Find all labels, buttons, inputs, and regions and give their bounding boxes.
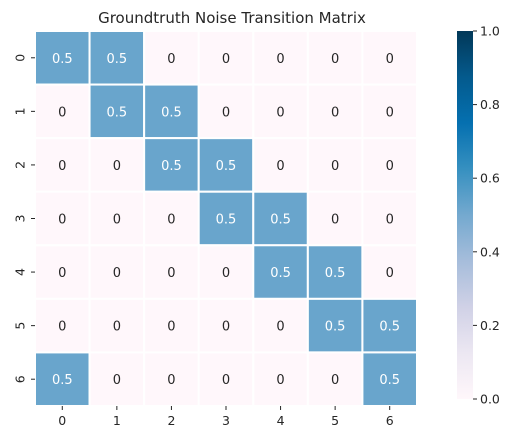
colorbar-gradient [457,31,473,399]
cell-label-r4-c1: 0 [113,266,121,281]
x-tick-label-5: 5 [331,413,339,428]
heatmap-cell-r3-c1 [88,190,146,247]
cell-label-r0-c6: 0 [386,52,394,67]
cell-label-r6-c3: 0 [222,373,230,388]
heatmap-cell-r1-c6 [361,83,418,140]
y-tick-label-1: 1 [13,107,28,115]
heatmap-cell-r6-c2 [143,351,200,407]
heatmap-cell-r3-c5 [306,190,364,247]
x-tick-label-3: 3 [222,413,230,428]
cell-label-r6-c2: 0 [167,373,175,388]
heatmap-cell-r0-c5 [306,30,364,86]
cell-label-r5-c0: 0 [58,320,66,335]
cell-label-r5-c1: 0 [113,320,121,335]
heatmap-cell-r2-c2 [143,137,200,193]
heatmap-cell-r4-c2 [143,244,200,300]
cell-label-r6-c4: 0 [276,373,284,388]
cell-label-r1-c3: 0 [222,105,230,120]
cell-label-r5-c3: 0 [222,320,230,335]
colorbar: 0.0 0.2 0.4 0.6 0.8 1.0 [457,24,500,407]
y-tick-label-2: 2 [13,161,28,169]
heatmap-cell-r1-c2 [143,83,200,140]
cell-label-r4-c5: 0.5 [325,266,346,281]
heatmap-cell-r5-c6 [361,297,418,354]
cell-label-r1-c0: 0 [58,105,66,120]
cell-label-r6-c5: 0 [331,373,339,388]
cell-label-r0-c0: 0.5 [52,52,73,67]
colorbar-tick-label-3: 0.6 [480,171,500,186]
y-tick-label-4: 4 [13,268,28,276]
colorbar-tick-label-4: 0.8 [480,97,500,112]
cell-label-r1-c1: 0.5 [107,105,128,120]
cell-label-r3-c5: 0 [331,212,339,227]
chart-title: Groundtruth Noise Transition Matrix [98,9,366,27]
cell-label-r1-c4: 0 [276,105,284,120]
cell-label-r3-c6: 0 [386,212,394,227]
heatmap-cell-r6-c6 [361,351,418,407]
heatmap-cell-r3-c0 [34,190,91,247]
cell-label-r0-c4: 0 [276,52,284,67]
cell-label-r0-c3: 0 [222,52,230,67]
heatmap-cell-labels: 0.5 0.5 0 0 0 0 0 0 0.5 0.5 0 0 0 0 0 0 0.5 0.5 0 0 0 0 0 0 0.5 0… [52,52,400,388]
x-tick-label-1: 1 [113,413,121,428]
cell-label-r3-c2: 0 [167,212,175,227]
cell-label-r2-c1: 0 [113,159,121,174]
cell-label-r2-c3: 0.5 [216,159,237,174]
heatmap-cell-r2-c6 [361,137,418,193]
cell-label-r3-c4: 0.5 [270,212,291,227]
heatmap-cells [34,30,418,407]
heatmap-cell-r6-c3 [197,351,255,407]
cell-label-r1-c6: 0 [386,105,394,120]
cell-label-r2-c0: 0 [58,159,66,174]
y-tick-label-6: 6 [13,375,28,383]
cell-label-r5-c5: 0.5 [325,320,346,335]
x-tick-label-6: 6 [386,413,394,428]
x-tick-label-0: 0 [58,413,66,428]
x-tick-label-2: 2 [167,413,175,428]
y-tick-label-3: 3 [13,215,28,223]
heatmap-cell-r1-c4 [252,83,309,140]
cell-label-r5-c2: 0 [167,320,175,335]
cell-label-r5-c4: 0 [276,320,284,335]
x-tick-label-4: 4 [277,413,285,428]
cell-label-r4-c0: 0 [58,266,66,281]
cell-label-r3-c0: 0 [58,212,66,227]
heatmap-cell-r5-c1 [88,297,146,354]
y-tick-label-0: 0 [13,54,28,62]
cell-label-r2-c4: 0 [276,159,284,174]
x-axis: 0 1 2 3 4 5 6 [58,405,394,428]
cell-label-r3-c3: 0.5 [216,212,237,227]
cell-label-r0-c2: 0 [167,52,175,67]
heatmap-cell-r2-c5 [306,137,364,193]
cell-label-r6-c0: 0.5 [52,373,73,388]
heatmap-cell-r4-c0 [34,244,91,300]
cell-label-r4-c3: 0 [222,266,230,281]
cell-label-r4-c4: 0.5 [270,266,291,281]
cell-label-r2-c6: 0 [386,159,394,174]
heatmap-cell-r6-c5 [306,351,364,407]
cell-label-r3-c1: 0 [113,212,121,227]
y-tick-label-5: 5 [13,322,28,330]
colorbar-tick-label-0: 0.0 [480,392,500,407]
heatmap-cell-r2-c1 [88,137,146,193]
colorbar-tick-label-1: 0.2 [480,318,500,333]
cell-label-r4-c6: 0 [386,266,394,281]
cell-label-r1-c2: 0.5 [161,105,182,120]
cell-label-r5-c6: 0.5 [379,320,400,335]
cell-label-r1-c5: 0 [331,105,339,120]
cell-label-r0-c1: 0.5 [107,52,128,67]
colorbar-tick-label-5: 1.0 [480,24,500,39]
cell-label-r6-c1: 0 [113,373,121,388]
cell-label-r4-c2: 0 [167,266,175,281]
heatmap-cell-r2-c4 [252,137,309,193]
cell-label-r2-c5: 0 [331,159,339,174]
heatmap-cell-r5-c0 [34,297,91,354]
colorbar-tick-label-2: 0.4 [480,244,500,259]
y-axis: 0 1 2 3 4 5 6 [13,54,35,383]
cell-label-r6-c6: 0.5 [379,373,400,388]
cell-label-r0-c5: 0 [331,52,339,67]
cell-label-r2-c2: 0.5 [161,159,182,174]
